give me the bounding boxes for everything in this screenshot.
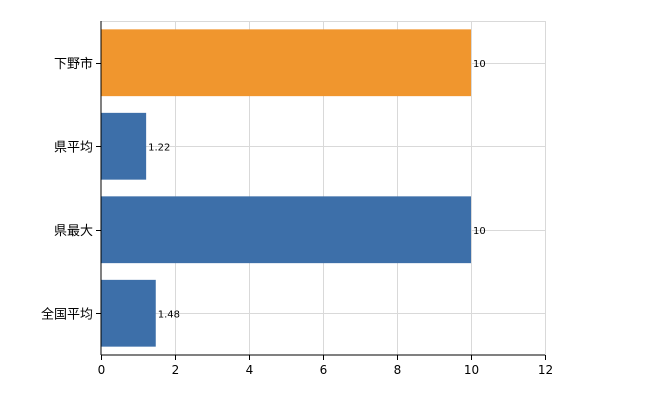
- bars: [101, 29, 471, 347]
- data-label: 10: [473, 226, 486, 237]
- x-tick-label: 10: [464, 363, 479, 377]
- data-labels: 10 1.22 10 1.48: [148, 59, 486, 321]
- data-label: 1.22: [148, 142, 170, 153]
- category-label: 県平均: [54, 140, 93, 155]
- bar-2: [101, 112, 147, 180]
- x-tick-label: 8: [394, 363, 402, 377]
- category-label: 下野市: [54, 56, 93, 72]
- data-label: 10: [473, 59, 486, 70]
- data-label: 1.48: [158, 309, 180, 320]
- x-tick-label: 0: [98, 363, 106, 377]
- bar-4: [101, 279, 156, 347]
- x-tick-label: 12: [538, 363, 553, 377]
- x-tick-label: 4: [246, 363, 254, 377]
- x-tick-label: 6: [320, 363, 328, 377]
- x-ticks: 0 2 4 6 8 10 12: [98, 355, 553, 377]
- category-label: 県最大: [54, 224, 93, 239]
- bar-1: [101, 29, 471, 97]
- category-label: 全国平均: [41, 306, 93, 322]
- bar-3: [101, 196, 471, 264]
- x-tick-label: 2: [172, 363, 180, 377]
